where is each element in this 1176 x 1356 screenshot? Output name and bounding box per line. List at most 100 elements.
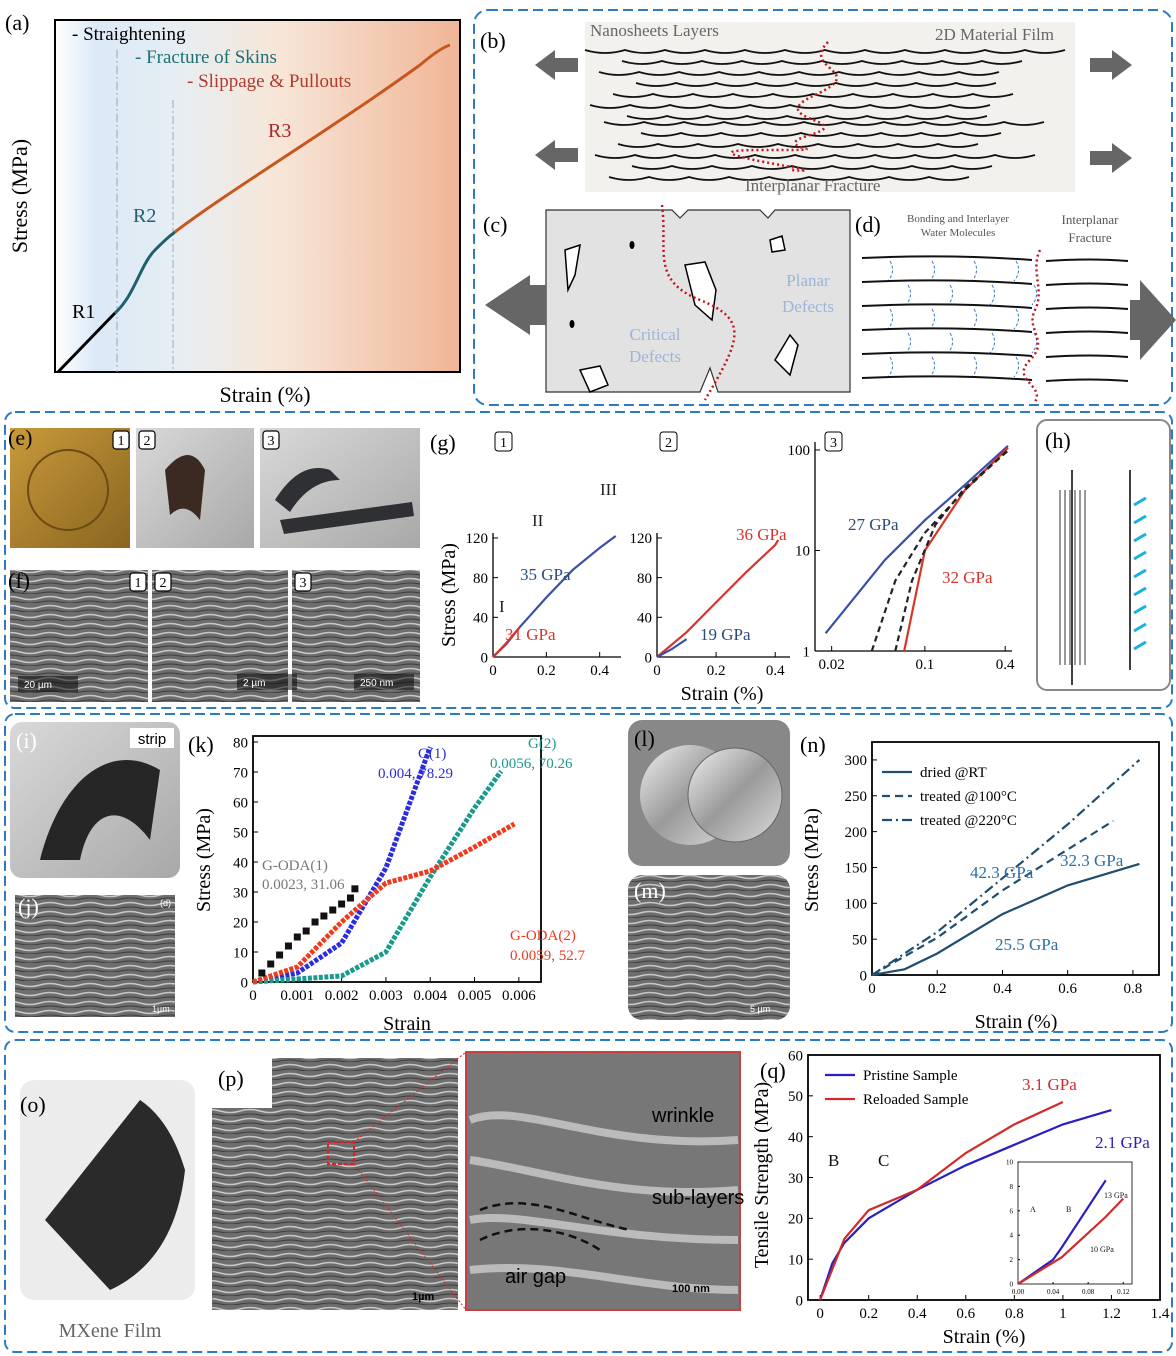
water-bond <box>989 332 996 354</box>
scale-bar: 1µm <box>152 1004 170 1014</box>
region-label: R2 <box>133 205 156 227</box>
panel-label: (g) <box>430 430 456 455</box>
marker <box>351 885 359 893</box>
x-axis-label: Strain (%) <box>943 1326 1026 1348</box>
y-tick-label: 100 <box>788 443 811 459</box>
tag: strip <box>138 731 166 748</box>
nanosheet <box>640 132 1002 137</box>
annotation: 13 GPa <box>1104 1191 1128 1200</box>
sub-layer <box>468 1111 739 1294</box>
x-tick-label: 0.2 <box>537 663 556 679</box>
y-tick-label: 50 <box>788 1089 803 1105</box>
annotation: B <box>1066 1205 1071 1214</box>
tags: 1 2 3 1 2 3 20 µm 2 µm 250 nm <box>18 430 414 692</box>
plot-frame <box>1017 1161 1133 1285</box>
scale-bar-line <box>237 674 297 690</box>
schematic-line <box>1133 550 1147 561</box>
arrow <box>1140 280 1176 360</box>
annotation: 2D Material Film <box>935 25 1054 44</box>
x-axis-label: Strain (%) <box>975 1011 1058 1033</box>
y-tick-label: 100 <box>845 897 868 913</box>
water-bond <box>1013 308 1020 330</box>
panel-label: (a) <box>5 10 29 35</box>
x-tick-label: 0.2 <box>707 663 726 679</box>
x-tick-label: 0.4 <box>996 657 1015 673</box>
y-tick-label: 120 <box>466 531 489 547</box>
water-bond <box>971 308 978 330</box>
schematic-line <box>1133 622 1147 633</box>
annotation: 25.5 GPa <box>995 935 1059 954</box>
tag: 2 <box>665 436 672 451</box>
water-bond <box>947 332 954 354</box>
x-tick-label: 0 <box>653 663 661 679</box>
annotation: G-ODA(2) <box>510 928 576 944</box>
annotation: 2.1 GPa <box>1095 1133 1150 1152</box>
annotation: sub-layers <box>652 1187 744 1209</box>
scale-bar-line <box>18 676 78 692</box>
y-tick-label: 20 <box>788 1212 803 1228</box>
panel-label: (q) <box>760 1058 786 1083</box>
panel-label: (f) <box>8 568 30 593</box>
annotation: 10 GPa <box>1090 1245 1114 1254</box>
water-bond <box>929 308 936 330</box>
chart: 0.02 0.1 0.4 1 10 100 27 GPa 32 GPa 3 <box>788 431 1015 673</box>
tag-box <box>294 572 312 592</box>
layer <box>861 351 1033 357</box>
tag-box <box>494 431 513 452</box>
layer <box>861 375 1033 381</box>
y-tick-label: 80 <box>233 735 248 751</box>
data-line <box>870 449 1009 652</box>
x-axis-label: Strain (%) <box>681 683 764 705</box>
y-tick-label: 200 <box>845 825 868 841</box>
water-bond <box>887 308 894 330</box>
plot-frame <box>871 741 1160 976</box>
y-tick-label: 40 <box>637 611 652 627</box>
layer <box>861 327 1033 333</box>
water-bond <box>1031 332 1038 354</box>
annotation: I <box>499 597 505 616</box>
panel-label: (p) <box>218 1066 244 1091</box>
arrow <box>1130 300 1140 340</box>
arrow <box>535 140 578 170</box>
panel-label: (k) <box>188 732 214 757</box>
sem-image <box>15 895 175 1017</box>
water-bond <box>905 284 912 306</box>
annotation: Bonding and Interlayer <box>907 213 1009 225</box>
data-line <box>871 819 1114 976</box>
y-tick-label: 0 <box>1010 1280 1014 1288</box>
annotation: 42.3 GPa <box>970 863 1034 882</box>
x-tick-label: 0.004 <box>413 988 447 1004</box>
y-axis-label: Stress (MPa) <box>801 808 823 912</box>
annotation: Water Molecules <box>921 227 996 239</box>
water-bond <box>947 284 954 306</box>
photo <box>10 428 130 548</box>
y-tick-label: 60 <box>788 1048 803 1064</box>
schematic <box>1059 470 1147 685</box>
panel-label: (d) <box>855 212 881 237</box>
y-tick-label: 40 <box>788 1130 803 1146</box>
y-tick-label: 0 <box>241 975 249 991</box>
y-tick-label: 60 <box>233 795 248 811</box>
tag-box <box>659 431 678 452</box>
nanosheet <box>594 154 1036 159</box>
x-tick-label: 0.04 <box>1047 1288 1060 1296</box>
panel-label: (j) <box>18 894 39 919</box>
data-line <box>492 626 521 658</box>
water-bond <box>971 260 978 282</box>
region-label: R3 <box>268 120 291 142</box>
fracture-path <box>730 41 838 172</box>
group-frame <box>4 411 1173 709</box>
data-line <box>819 1101 1064 1301</box>
x-tick-label: 0.2 <box>928 981 947 997</box>
water-bond <box>1013 260 1020 282</box>
water-bond <box>1031 284 1038 306</box>
annotation: 0.004, 78.29 <box>378 766 453 782</box>
plot-frame <box>252 735 542 983</box>
fracture-path <box>660 204 736 401</box>
annotation: 3.1 GPa <box>1022 1075 1077 1094</box>
annotation: Nanosheets Layers <box>590 21 719 40</box>
marker <box>284 942 292 950</box>
marker <box>311 918 319 926</box>
